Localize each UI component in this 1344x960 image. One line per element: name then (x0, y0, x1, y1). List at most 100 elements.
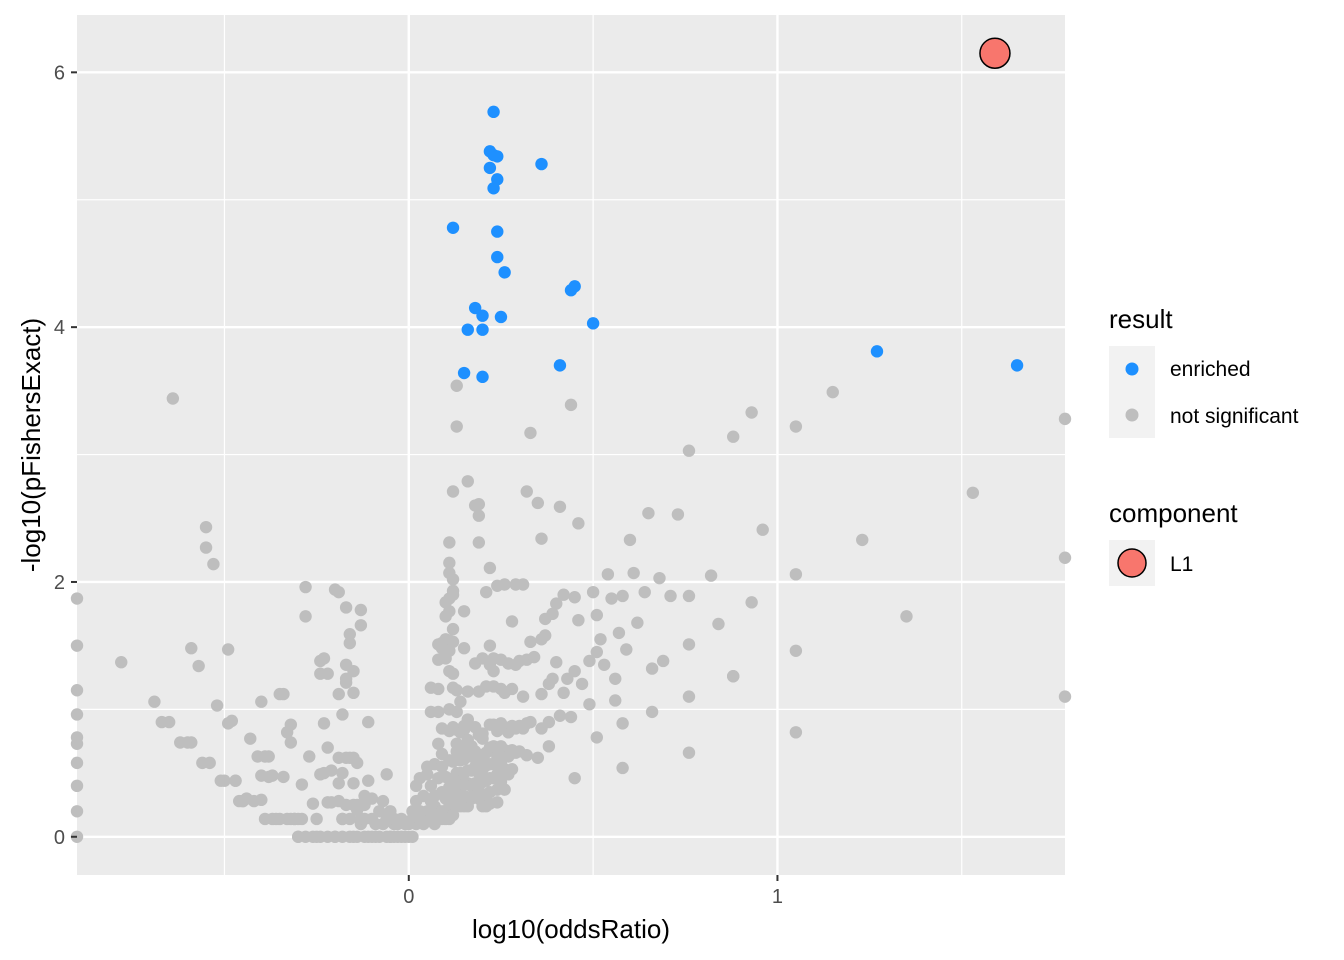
point-not-significant (712, 617, 725, 631)
point-not-significant (682, 589, 696, 603)
point-not-significant (115, 656, 128, 669)
point-not-significant (789, 644, 803, 657)
point-enriched (461, 323, 474, 336)
point-not-significant (262, 750, 275, 763)
point-not-significant (524, 715, 537, 729)
point-not-significant (443, 556, 456, 570)
legend-label-not-significant: not significant (1170, 405, 1299, 428)
point-not-significant (656, 654, 670, 668)
point-not-significant (498, 578, 511, 591)
point-not-significant (347, 686, 360, 700)
point-not-significant (645, 705, 659, 719)
point-not-significant (207, 557, 220, 571)
point-enriched (553, 359, 567, 372)
legend-key-l1 (1117, 548, 1147, 578)
point-not-significant (362, 715, 375, 729)
y-tick-label: 6 (54, 62, 65, 84)
point-not-significant (317, 652, 331, 665)
point-not-significant (461, 685, 474, 698)
point-enriched (476, 370, 489, 384)
point-not-significant (546, 672, 559, 685)
point-enriched (586, 317, 600, 330)
point-not-significant (620, 643, 633, 656)
data-points (70, 37, 1072, 843)
point-enriched (487, 105, 500, 119)
point-not-significant (446, 635, 460, 649)
point-not-significant (756, 523, 769, 536)
point-not-significant (609, 694, 622, 707)
point-not-significant (443, 536, 456, 549)
point-not-significant (421, 768, 434, 781)
point-not-significant (789, 726, 803, 739)
point-not-significant (210, 699, 224, 712)
point-not-significant (653, 571, 666, 585)
point-not-significant (70, 756, 84, 770)
point-not-significant (727, 430, 740, 443)
point-not-significant (550, 656, 563, 669)
point-not-significant (454, 695, 467, 708)
point-not-significant (336, 766, 349, 780)
point-not-significant (597, 658, 611, 671)
point-not-significant (446, 573, 460, 586)
point-not-significant (284, 736, 298, 749)
point-not-significant (295, 778, 309, 791)
point-enriched (446, 221, 460, 234)
point-enriched (468, 301, 482, 315)
point-not-significant (564, 710, 578, 724)
point-not-significant (450, 379, 463, 392)
point-not-significant (900, 610, 913, 623)
point-not-significant (516, 578, 530, 591)
point-not-significant (376, 794, 390, 808)
point-not-significant (461, 713, 474, 726)
point-not-significant (443, 605, 456, 618)
point-not-significant (457, 605, 471, 618)
point-not-significant (148, 695, 161, 708)
point-not-significant (339, 601, 353, 614)
point-not-significant (1058, 690, 1072, 703)
point-not-significant (203, 756, 216, 770)
point-not-significant (505, 615, 519, 628)
point-enriched (870, 345, 884, 358)
point-not-significant (856, 533, 869, 547)
point-not-significant (446, 584, 460, 598)
point-not-significant (70, 708, 84, 721)
point-not-significant (450, 684, 463, 697)
point-not-significant (616, 589, 629, 603)
y-tick-label: 2 (54, 572, 65, 594)
point-not-significant (609, 672, 622, 685)
point-not-significant (498, 783, 511, 796)
point-not-significant (446, 485, 460, 498)
point-not-significant (682, 444, 696, 457)
point-not-significant (284, 718, 298, 731)
point-not-significant (575, 677, 589, 691)
point-not-significant (527, 650, 541, 664)
point-enriched (491, 173, 504, 186)
point-enriched (476, 309, 489, 322)
point-not-significant (244, 732, 257, 745)
point-not-significant (450, 420, 463, 433)
point-not-significant (354, 603, 368, 617)
point-not-significant (343, 812, 357, 826)
plot-panel (77, 15, 1065, 875)
point-not-significant (236, 794, 250, 808)
point-not-significant (461, 475, 474, 488)
point-not-significant (1058, 412, 1072, 426)
point-not-significant (966, 486, 980, 499)
point-not-significant (590, 731, 604, 744)
point-not-significant (332, 585, 345, 599)
point-not-significant (682, 690, 696, 703)
point-not-significant (535, 687, 548, 701)
point-not-significant (295, 812, 309, 826)
point-not-significant (365, 792, 379, 805)
point-not-significant (185, 736, 198, 749)
point-not-significant (446, 667, 460, 680)
point-not-significant (476, 727, 489, 740)
point-not-significant (450, 705, 463, 719)
point-not-significant (557, 588, 570, 601)
point-not-significant (70, 779, 84, 793)
point-not-significant (432, 682, 445, 696)
point-not-significant (432, 705, 445, 719)
point-not-significant (332, 777, 345, 790)
point-not-significant (590, 645, 604, 659)
